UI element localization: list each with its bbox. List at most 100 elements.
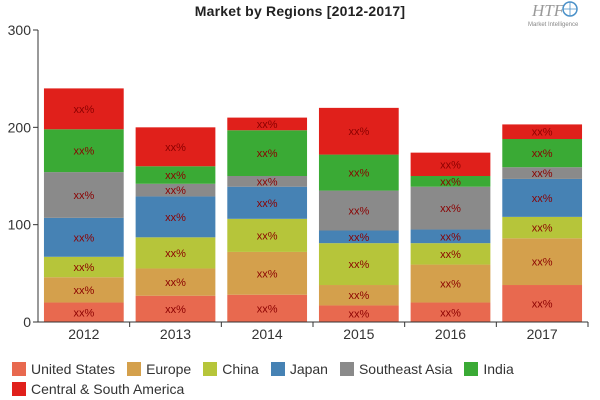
data-label: xx% xyxy=(440,231,461,243)
bar-segment-2016-1 xyxy=(410,264,491,303)
y-tick-label: 300 xyxy=(8,22,32,38)
bar-segment-2017-2 xyxy=(502,216,583,239)
data-label: xx% xyxy=(348,290,369,302)
bar-segment-2017-4 xyxy=(502,167,583,179)
legend-label: India xyxy=(483,361,514,377)
x-tick-label: 2017 xyxy=(527,326,558,342)
data-label: xx% xyxy=(257,230,278,242)
bar-segment-2015-6 xyxy=(318,107,399,155)
chart-plot: xx% xx% xx% xx% xx% xx% xx% xx% xx% xx% xx% xx% xx% x… xyxy=(8,22,589,342)
bar-segment-2013-0 xyxy=(135,295,216,322)
bar-segment-2014-4 xyxy=(227,176,308,187)
legend-swatch xyxy=(12,362,26,376)
data-label: xx% xyxy=(257,176,278,188)
chart-title: Market by Regions [2012-2017] xyxy=(194,3,406,19)
data-label: xx% xyxy=(532,299,553,311)
legend-label: Europe xyxy=(146,361,192,377)
data-label: xx% xyxy=(257,303,278,315)
legend-label: United States xyxy=(31,361,116,377)
htf-logo-text: HTF xyxy=(531,1,565,20)
bar-segment-2015-1 xyxy=(318,285,399,306)
data-label: xx% xyxy=(348,168,369,180)
data-label: xx% xyxy=(257,268,278,280)
legend-item: Southeast Asia xyxy=(339,360,453,378)
data-label: xx% xyxy=(73,104,94,116)
data-label: xx% xyxy=(165,185,186,197)
bar-segment-2013-1 xyxy=(135,268,216,296)
data-label: xx% xyxy=(165,212,186,224)
data-label: xx% xyxy=(257,198,278,210)
legend-label: China xyxy=(222,361,259,377)
bar-segment-2012-0 xyxy=(43,302,124,322)
data-label: xx% xyxy=(73,146,94,158)
bar-segment-2015-3 xyxy=(318,230,399,244)
data-label: xx% xyxy=(532,223,553,235)
legend-item: India xyxy=(464,360,514,378)
data-label: xx% xyxy=(73,190,94,202)
data-label: xx% xyxy=(165,277,186,289)
data-label: xx% xyxy=(165,248,186,260)
x-tick-label: 2016 xyxy=(435,326,466,342)
bar-segment-2012-2 xyxy=(43,256,124,278)
legend-label: Southeast Asia xyxy=(358,361,453,377)
bar-segment-2014-1 xyxy=(227,251,308,295)
bar-segment-2012-1 xyxy=(43,277,124,303)
legend-swatch xyxy=(339,362,354,376)
bar-segment-2012-3 xyxy=(43,217,124,257)
data-label: xx% xyxy=(348,259,369,271)
bar-segment-2014-5 xyxy=(227,130,308,176)
legend-swatch xyxy=(203,362,218,376)
bar-segment-2017-6 xyxy=(502,124,583,140)
bar-segment-2017-0 xyxy=(502,285,583,322)
data-label: xx% xyxy=(440,203,461,215)
chart-legend: United States Europe China Japan Southeast A… xyxy=(12,360,597,398)
data-label: xx% xyxy=(532,257,553,269)
x-tick-label: 2013 xyxy=(160,326,191,342)
data-label: xx% xyxy=(73,285,94,297)
htf-logo: HTF Market Intelligence xyxy=(528,1,579,28)
data-label: xx% xyxy=(440,279,461,291)
bar-segment-2015-4 xyxy=(318,190,399,231)
bar-segment-2017-5 xyxy=(502,139,583,168)
data-label: xx% xyxy=(73,307,94,319)
data-label: xx% xyxy=(532,193,553,205)
data-label: xx% xyxy=(440,249,461,261)
data-label: xx% xyxy=(73,232,94,244)
data-label: xx% xyxy=(532,148,553,160)
legend-swatch xyxy=(12,382,26,396)
y-tick-label: 100 xyxy=(8,217,32,233)
bar-segment-2017-3 xyxy=(502,178,583,217)
bar-segment-2017-1 xyxy=(502,238,583,286)
data-label: xx% xyxy=(440,307,461,319)
x-tick-label: 2014 xyxy=(252,326,283,342)
legend-item: China xyxy=(203,360,259,378)
y-tick-label: 0 xyxy=(23,314,31,330)
legend-swatch xyxy=(464,362,479,376)
y-tick-label: 200 xyxy=(8,119,32,135)
x-tick-label: 2012 xyxy=(68,326,99,342)
legend-label: Japan xyxy=(289,361,328,377)
x-tick-label: 2015 xyxy=(343,326,374,342)
bar-segment-2013-3 xyxy=(135,196,216,238)
bar-segment-2012-6 xyxy=(43,88,124,130)
legend-item: Japan xyxy=(270,360,328,378)
data-label: xx% xyxy=(532,127,553,139)
data-label: xx% xyxy=(348,126,369,138)
bar-segment-2016-5 xyxy=(410,176,491,187)
data-label: xx% xyxy=(532,168,553,180)
legend-label: Central & South America xyxy=(31,381,185,397)
legend-item: United States xyxy=(12,360,115,378)
bar-segment-2016-2 xyxy=(410,243,491,265)
data-label: xx% xyxy=(348,232,369,244)
data-label: xx% xyxy=(73,262,94,274)
bar-segment-2016-3 xyxy=(410,229,491,244)
bar-segment-2014-0 xyxy=(227,294,308,322)
bar-segment-2013-5 xyxy=(135,166,216,184)
data-label: xx% xyxy=(257,119,278,131)
legend-swatch xyxy=(270,362,285,376)
bar-segment-2013-2 xyxy=(135,237,216,269)
data-label: xx% xyxy=(165,170,186,182)
legend-swatch xyxy=(127,362,142,376)
bar-segment-2016-0 xyxy=(410,302,491,322)
data-label: xx% xyxy=(165,304,186,316)
